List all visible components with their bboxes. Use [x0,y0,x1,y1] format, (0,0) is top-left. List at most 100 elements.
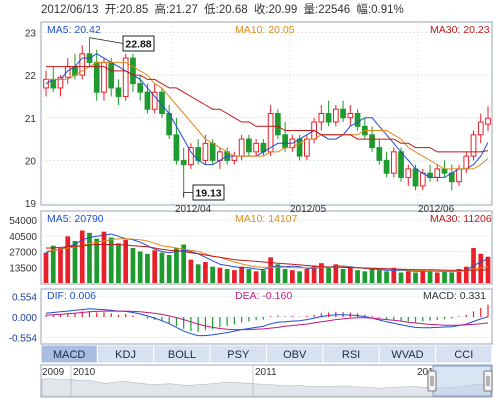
candle-down [115,87,122,97]
tab-rsi-label: RSI [342,349,360,361]
header-high-label: 高: [154,2,169,16]
candle-down [180,159,187,166]
volume-bar [369,269,375,283]
candle-up [332,108,339,123]
volume-bar [355,270,360,283]
candle-up [64,66,71,78]
volume-bar [384,271,389,283]
volume-tick-label: 54000 [9,216,37,227]
volume-bar [261,270,266,283]
volume-bar [449,272,455,283]
volume-ma5-line [45,233,489,273]
volume-bar [210,266,216,283]
candle-down [412,168,419,187]
volume-bar [413,272,418,283]
volume-bar [188,259,194,283]
candle-down [340,108,346,119]
volume-tick-label: 13500 [9,263,37,274]
macd-lines [45,308,489,337]
volume-bar [239,266,244,283]
candle-down [369,134,375,149]
volume-bar [326,267,331,283]
macd-panel-frame [40,288,493,345]
header-quote: 2012/06/13 开:20.85 高:21.27 低:20.68 收:20.… [41,2,404,16]
tab-cci[interactable] [435,344,493,364]
volume-tick-label: 27000 [9,248,37,259]
volume-bar [43,252,49,283]
header-low-label: 低: [204,3,219,16]
volume-bar [152,250,158,283]
candle-up [238,138,245,157]
candle-up [434,168,441,178]
tab-macd-label: MACD [53,349,85,361]
candle-down [246,138,252,153]
candle-up [231,155,238,161]
price-grid: 19 20 21 22 23 [25,22,492,210]
volume-bar [463,266,469,283]
volume-bar [282,269,288,283]
price-ma30-label: MA30: 20.23 [430,24,490,36]
navigator-selection[interactable] [432,365,492,397]
candle-up [57,76,64,89]
tab-kdj-label: KDJ [115,349,136,361]
price-tick-label: 22 [25,71,37,82]
header-volume: 22546 [318,4,350,16]
volume-bar [318,263,324,283]
candle-up [470,134,477,157]
candle-up [303,138,310,157]
volume-bars [43,230,491,283]
volume-bar [478,253,484,283]
candle-down [130,57,136,85]
price-ma10-line [46,61,489,170]
candle-up [253,142,259,153]
candle-down [144,91,151,110]
volume-bar [159,252,165,283]
price-ma-lines [45,53,489,178]
navigator-right-handle[interactable] [483,370,493,392]
svg-text:2012/06/13 开:20.85: 2012/06/13 开:20.85 高:21.27 低:20.68 收:20.… [41,2,404,16]
header-date: 2012/06/13 [41,4,99,16]
candle-down [441,168,448,174]
volume-bar [130,248,136,283]
volume-tick-label: 40500 [9,232,37,243]
month-label-april: 2012/04 [175,204,212,215]
volume-bar [65,236,71,283]
volume-bar [347,267,353,283]
macd-dea-label: DEA: -0.160 [235,290,292,302]
candle-up [79,53,86,76]
volume-bar [217,267,223,283]
candle-down [376,147,383,161]
candle-down [398,151,404,178]
navigator-left-handle[interactable] [427,370,437,392]
candle-down [275,113,281,136]
candle-down [325,113,332,123]
volume-bar [304,269,310,283]
header-change: 0.91% [371,4,404,16]
candle-up [122,57,129,97]
volume-bar [268,257,273,283]
tab-wvad-label: WVAD [391,349,423,361]
volume-bar [405,271,411,283]
candle-up [202,142,209,161]
volume-bar [362,271,368,283]
price-ma10-label: MA10: 20.05 [235,24,295,36]
macd-tick-label: 0.554 [12,292,37,303]
volume-ma10-label: MA10: 14107 [235,213,298,225]
macd-value-label: MACD: 0.331 [423,290,486,302]
candle-up [347,113,354,119]
volume-bar [420,270,426,283]
month-label-june: 2012/06 [418,204,455,215]
volume-bar [72,241,78,283]
header-open: 20.85 [119,4,148,16]
tab-obv-label: OBV [283,349,307,361]
volume-bar [391,267,397,283]
macd-grid: 0.554 0.000 -0.554 [9,292,492,345]
header-close: 20.99 [269,4,298,16]
price-tick-label: 23 [25,29,37,40]
price-ma5-label: MA5: 20.42 [47,24,101,36]
indicator-tabs: MACD KDJ BOLL PSY OBV RSI WVAD CCI [40,344,493,364]
price-tick-label: 20 [25,156,37,167]
volume-bar [145,253,150,283]
candle-up [405,168,412,178]
